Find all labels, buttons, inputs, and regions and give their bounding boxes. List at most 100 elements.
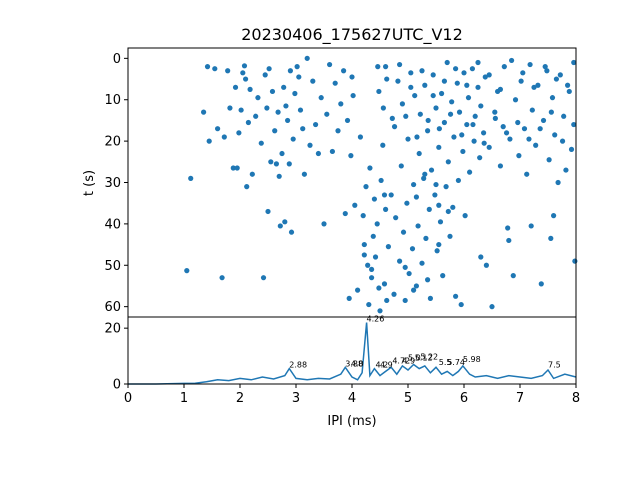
raster-point-119 — [425, 128, 431, 134]
raster-point-47 — [292, 90, 298, 97]
raster-point-197 — [419, 68, 425, 74]
raster-point-55 — [310, 78, 316, 84]
raster-point-213 — [403, 113, 409, 119]
raster-point-102 — [400, 229, 407, 235]
raster-point-133 — [444, 59, 450, 66]
raster-point-66 — [341, 68, 347, 74]
raster-point-57 — [315, 150, 321, 157]
raster-point-72 — [350, 92, 356, 99]
raster-point-51 — [300, 126, 306, 132]
raster-point-218 — [459, 132, 465, 138]
raster-point-52 — [301, 171, 307, 177]
raster-point-198 — [430, 92, 436, 99]
raster-point-23 — [253, 113, 259, 119]
raster-point-186 — [557, 72, 563, 78]
raster-point-136 — [449, 99, 455, 105]
raster-point-45 — [288, 229, 295, 235]
raster-point-81 — [367, 165, 373, 171]
raster-point-207 — [531, 84, 537, 90]
raster-point-240 — [402, 264, 408, 270]
raster-point-189 — [566, 88, 572, 95]
raster-point-61 — [327, 61, 333, 68]
raster-point-135 — [447, 233, 453, 239]
peak-label-14: 7.5 — [548, 361, 561, 370]
raster-y-tick-label: 40 — [104, 217, 121, 232]
peak-label-5: 4.9 — [380, 361, 393, 370]
raster-point-26 — [260, 275, 267, 281]
raster-point-65 — [338, 101, 344, 107]
raster-point-77 — [361, 241, 367, 248]
raster-point-82 — [369, 275, 375, 281]
raster-point-168 — [510, 273, 516, 279]
raster-point-182 — [548, 235, 554, 241]
raster-point-2 — [201, 109, 207, 115]
raster-point-21 — [247, 86, 253, 92]
raster-point-165 — [501, 64, 507, 70]
raster-point-14 — [236, 130, 242, 136]
raster-points — [184, 55, 578, 314]
raster-point-88 — [377, 308, 383, 314]
raster-point-196 — [408, 84, 414, 90]
raster-point-36 — [276, 173, 282, 179]
peak-label-1: 3.88 — [345, 359, 363, 368]
raster-point-87 — [376, 88, 382, 95]
raster-point-129 — [439, 90, 445, 97]
raster-point-241 — [411, 287, 417, 293]
raster-point-99 — [397, 258, 403, 264]
raster-point-127 — [436, 144, 442, 150]
peak-label-0: 2.88 — [289, 361, 307, 370]
raster-point-151 — [471, 138, 477, 144]
ipi-x-tick-label: 7 — [516, 391, 524, 406]
raster-point-86 — [374, 221, 380, 227]
raster-point-94 — [388, 192, 394, 198]
raster-point-142 — [456, 109, 463, 115]
raster-point-125 — [433, 105, 439, 111]
raster-point-199 — [441, 78, 447, 84]
raster-point-22 — [249, 171, 255, 177]
raster-y-tick-label: 10 — [104, 93, 121, 108]
raster-point-80 — [366, 301, 372, 308]
raster-point-138 — [451, 134, 457, 140]
raster-point-25 — [258, 140, 264, 146]
raster-point-238 — [376, 285, 382, 291]
raster-y-tick-label: 60 — [104, 300, 121, 315]
raster-point-122 — [428, 167, 435, 173]
raster-point-104 — [404, 200, 410, 206]
ipi-x-tick-label: 6 — [460, 391, 468, 406]
ipi-x-tick-label: 8 — [572, 391, 580, 406]
raster-point-208 — [542, 64, 548, 70]
peak-label-12: 5.74 — [447, 358, 465, 367]
raster-plot: 0 10 20 30 40 50 60 t (s) — [82, 47, 578, 318]
raster-point-160 — [489, 304, 495, 310]
raster-point-95 — [389, 115, 395, 121]
raster-point-204 — [497, 86, 503, 92]
raster-point-235 — [413, 194, 419, 200]
ipi-y-tick-label: 0 — [113, 378, 121, 393]
raster-y-tick-label: 30 — [104, 176, 121, 191]
raster-point-157 — [482, 74, 488, 80]
raster-point-33 — [272, 128, 278, 134]
raster-point-120 — [426, 206, 432, 212]
raster-point-243 — [436, 241, 442, 248]
raster-point-35 — [275, 109, 281, 115]
raster-point-56 — [313, 121, 319, 128]
raster-point-192 — [572, 258, 578, 264]
raster-point-236 — [361, 252, 367, 258]
raster-point-137 — [450, 204, 456, 210]
raster-point-152 — [472, 113, 478, 119]
raster-point-103 — [402, 297, 408, 304]
ipi-histogram: 2.88 3.884.04.264.24.9 4.724.9 5.125.225.0 5… — [104, 315, 580, 429]
raster-point-206 — [520, 70, 526, 76]
raster-point-194 — [384, 76, 390, 82]
raster-point-147 — [464, 121, 470, 128]
peak-label-8: 5.12 — [415, 354, 433, 363]
raster-point-229 — [381, 192, 388, 198]
raster-point-62 — [329, 148, 335, 155]
raster-point-203 — [486, 72, 492, 78]
ipi-x-tick-label: 2 — [236, 391, 244, 406]
raster-point-41 — [283, 103, 289, 109]
raster-point-74 — [355, 287, 361, 293]
raster-point-150 — [469, 66, 475, 72]
raster-point-128 — [437, 219, 444, 225]
raster-point-161 — [492, 109, 498, 115]
